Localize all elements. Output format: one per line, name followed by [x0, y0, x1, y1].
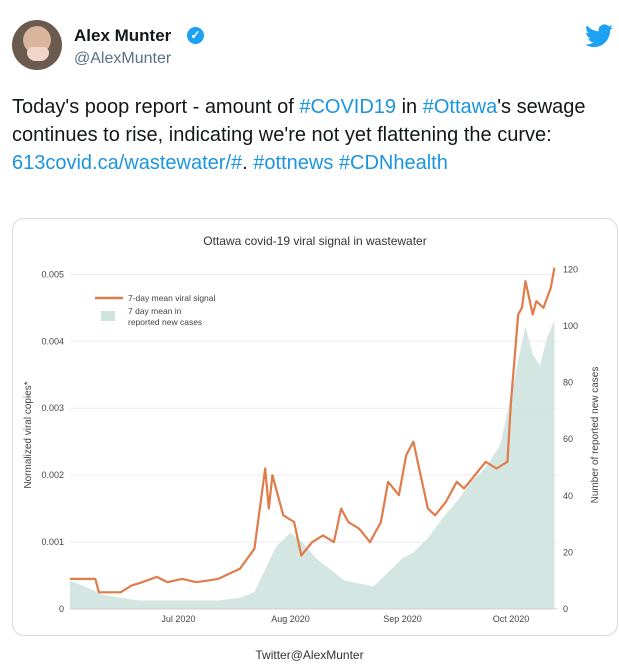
series-area-reported-cases: [70, 320, 555, 609]
x-tick-label: Sep 2020: [383, 614, 422, 624]
wastewater-chart: Ottawa covid-19 viral signal in wastewat…: [23, 234, 601, 624]
legend-label: 7 day mean in: [128, 306, 182, 316]
legend-label: 7-day mean viral signal: [128, 293, 216, 303]
twitter-bird-icon: [585, 24, 613, 48]
y2-axis-label: Number of reported new cases: [590, 367, 601, 504]
hashtag-link[interactable]: #ottnews: [253, 152, 334, 174]
x-tick-label: Jul 2020: [161, 614, 195, 624]
y2-tick-label: 100: [563, 321, 578, 331]
author-name[interactable]: Alex Munter: [74, 26, 172, 45]
y2-tick-label: 0: [563, 604, 568, 614]
y2-tick-label: 80: [563, 378, 573, 388]
y-tick-label: 0.001: [41, 537, 64, 547]
y-tick-label: 0.002: [41, 470, 64, 480]
y2-tick-label: 20: [563, 547, 573, 557]
chart-card[interactable]: Ottawa covid-19 viral signal in wastewat…: [12, 218, 618, 636]
image-caption: Twitter@AlexMunter: [255, 648, 364, 662]
hashtag-link[interactable]: #CDNhealth: [338, 152, 448, 174]
x-tick-label: Aug 2020: [271, 614, 310, 624]
hashtag-link[interactable]: #Ottawa: [422, 96, 498, 118]
author-handle[interactable]: @AlexMunter: [74, 50, 172, 67]
tweet-text-segment: .: [242, 152, 254, 174]
y-tick-label: 0.004: [41, 336, 64, 346]
y2-tick-label: 40: [563, 491, 573, 501]
x-tick-label: Oct 2020: [493, 614, 530, 624]
series-line-viral-signal: [70, 267, 556, 594]
y-tick-label: 0.003: [41, 403, 64, 413]
y-tick-label: 0: [59, 604, 64, 614]
tweet-text-segment: in: [396, 96, 423, 118]
chart-title: Ottawa covid-19 viral signal in wastewat…: [203, 234, 426, 248]
avatar-face-mask: [27, 47, 49, 61]
hashtag-link[interactable]: #COVID19: [299, 96, 397, 118]
url-link[interactable]: 613covid.ca/wastewater/#: [12, 152, 243, 174]
y2-tick-label: 120: [563, 264, 578, 274]
verified-badge-icon: ✓: [187, 27, 204, 44]
y2-tick-label: 60: [563, 434, 573, 444]
legend-swatch-area: [101, 311, 115, 321]
author-avatar[interactable]: [12, 20, 62, 70]
tweet-text-segment: Today's poop report - amount of: [12, 96, 300, 118]
y-axis-label: Normalized viral copies*: [23, 381, 34, 488]
tweet-text-segment: 's sewage continues to rise, indicating …: [12, 96, 586, 146]
tweet-text: Today's poop report - amount of #COVID19…: [12, 93, 602, 177]
y-tick-label: 0.005: [41, 269, 64, 279]
legend-label: reported new cases: [128, 317, 202, 327]
